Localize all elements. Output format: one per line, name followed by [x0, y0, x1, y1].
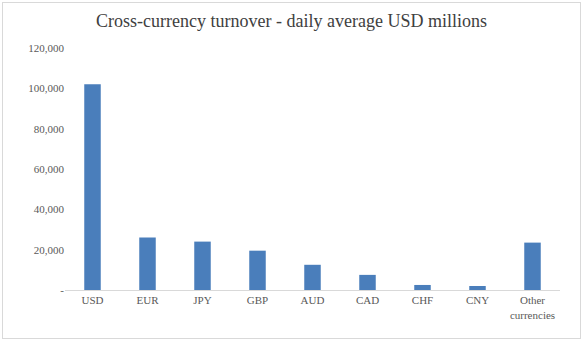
svg-text:CHF: CHF [412, 294, 433, 306]
svg-text:20,000: 20,000 [34, 244, 65, 256]
svg-text:Othercurrencies: Othercurrencies [510, 294, 555, 320]
svg-text:-: - [60, 284, 64, 296]
svg-text:CNY: CNY [466, 294, 489, 306]
svg-text:60,000: 60,000 [34, 163, 65, 175]
svg-text:120,000: 120,000 [28, 42, 64, 54]
svg-text:CAD: CAD [356, 294, 379, 306]
svg-text:JPY: JPY [193, 294, 211, 306]
svg-text:GBP: GBP [247, 294, 268, 306]
svg-text:USD: USD [81, 294, 103, 306]
svg-text:Cross-currency turnover - dail: Cross-currency turnover - daily average … [96, 11, 487, 31]
svg-text:AUD: AUD [301, 294, 325, 306]
svg-text:EUR: EUR [137, 294, 160, 306]
svg-text:40,000: 40,000 [34, 203, 65, 215]
svg-text:80,000: 80,000 [34, 123, 65, 135]
svg-text:100,000: 100,000 [28, 82, 64, 94]
